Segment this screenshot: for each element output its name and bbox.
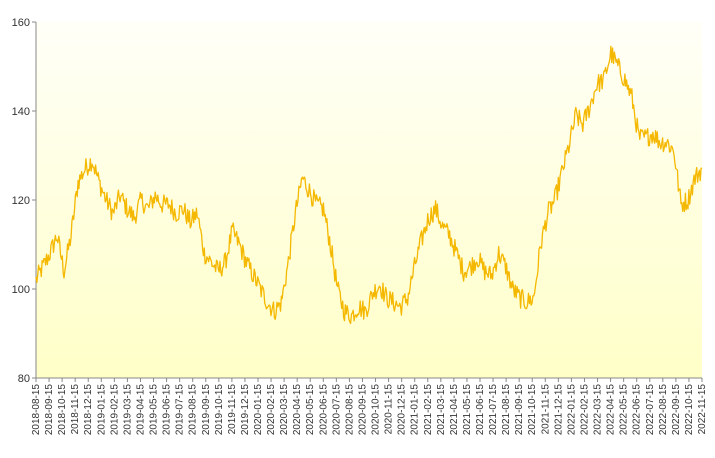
x-tick-label: 2021-03-15	[436, 384, 447, 436]
x-tick-label: 2021-06-15	[475, 384, 486, 436]
x-tick-label: 2022-01-15	[566, 384, 577, 436]
x-tick-label: 2021-01-15	[410, 384, 421, 436]
x-tick-label: 2019-03-15	[122, 384, 133, 436]
x-tick-label: 2019-12-15	[240, 384, 251, 436]
x-tick-label: 2021-10-15	[527, 384, 538, 436]
x-tick-label: 2020-09-15	[357, 384, 368, 436]
x-tick-label: 2019-11-15	[227, 384, 238, 435]
x-tick-label: 2020-01-15	[253, 384, 264, 436]
x-tick-label: 2022-02-15	[579, 384, 590, 436]
x-tick-label: 2022-04-15	[606, 384, 617, 436]
x-tick-label: 2020-05-15	[305, 384, 316, 436]
y-tick-label: 100	[12, 284, 30, 296]
x-tick-label: 2019-07-15	[175, 384, 186, 436]
y-tick-label: 120	[12, 195, 30, 207]
x-tick-label: 2022-10-15	[684, 384, 695, 436]
x-tick-label: 2019-02-15	[109, 384, 120, 436]
y-tick-label: 80	[18, 373, 30, 385]
x-tick-label: 2022-07-15	[645, 384, 656, 436]
x-tick-label: 2019-10-15	[214, 384, 225, 436]
x-tick-label: 2020-07-15	[331, 384, 342, 436]
x-tick-label: 2021-08-15	[501, 384, 512, 436]
y-tick-label: 140	[12, 106, 30, 118]
x-tick-label: 2019-08-15	[188, 384, 199, 436]
x-tick-label: 2020-02-15	[266, 384, 277, 436]
x-tick-label: 2020-12-15	[397, 384, 408, 436]
x-tick-label: 2021-09-15	[514, 384, 525, 436]
x-tick-label: 2022-05-15	[619, 384, 630, 436]
x-tick-label: 2022-06-15	[632, 384, 643, 436]
x-tick-label: 2019-04-15	[135, 384, 146, 436]
x-tick-label: 2018-08-15	[31, 384, 42, 436]
x-tick-label: 2021-02-15	[423, 384, 434, 436]
x-tick-label: 2018-09-15	[44, 384, 55, 436]
series-group	[35, 45, 703, 325]
plot-area	[36, 22, 702, 378]
y-axis-ticks: 80 100 120 140 160	[12, 17, 36, 385]
x-tick-label: 2018-10-15	[57, 384, 68, 436]
x-tick-label: 2022-08-15	[658, 384, 669, 436]
x-tick-label: 2022-09-15	[671, 384, 682, 436]
x-tick-label: 2018-11-15	[70, 384, 81, 435]
x-tick-label: 2022-11-15	[697, 384, 708, 435]
x-tick-label: 2020-03-15	[279, 384, 290, 436]
x-tick-label: 2021-07-15	[488, 384, 499, 436]
series-line	[35, 45, 703, 325]
x-tick-label: 2021-12-15	[553, 384, 564, 436]
x-tick-label: 2022-03-15	[593, 384, 604, 436]
x-tick-label: 2019-06-15	[162, 384, 173, 436]
x-tick-label: 2019-09-15	[201, 384, 212, 436]
x-tick-label: 2019-01-15	[96, 384, 107, 436]
x-axis-ticks: 2018-08-15 2018-09-15 2018-10-15 2018-11-15…	[31, 378, 708, 435]
x-tick-label: 2021-05-15	[462, 384, 473, 436]
x-tick-label: 2020-04-15	[292, 384, 303, 436]
y-tick-label: 160	[12, 17, 30, 29]
x-tick-label: 2019-05-15	[149, 384, 160, 436]
x-tick-label: 2020-10-15	[371, 384, 382, 436]
x-tick-label: 2020-11-15	[384, 384, 395, 435]
x-tick-label: 2020-08-15	[344, 384, 355, 436]
x-tick-label: 2018-12-15	[83, 384, 94, 436]
x-tick-label: 2020-06-15	[318, 384, 329, 436]
x-tick-label: 2021-11-15	[540, 384, 551, 435]
x-tick-label: 2021-04-15	[449, 384, 460, 436]
